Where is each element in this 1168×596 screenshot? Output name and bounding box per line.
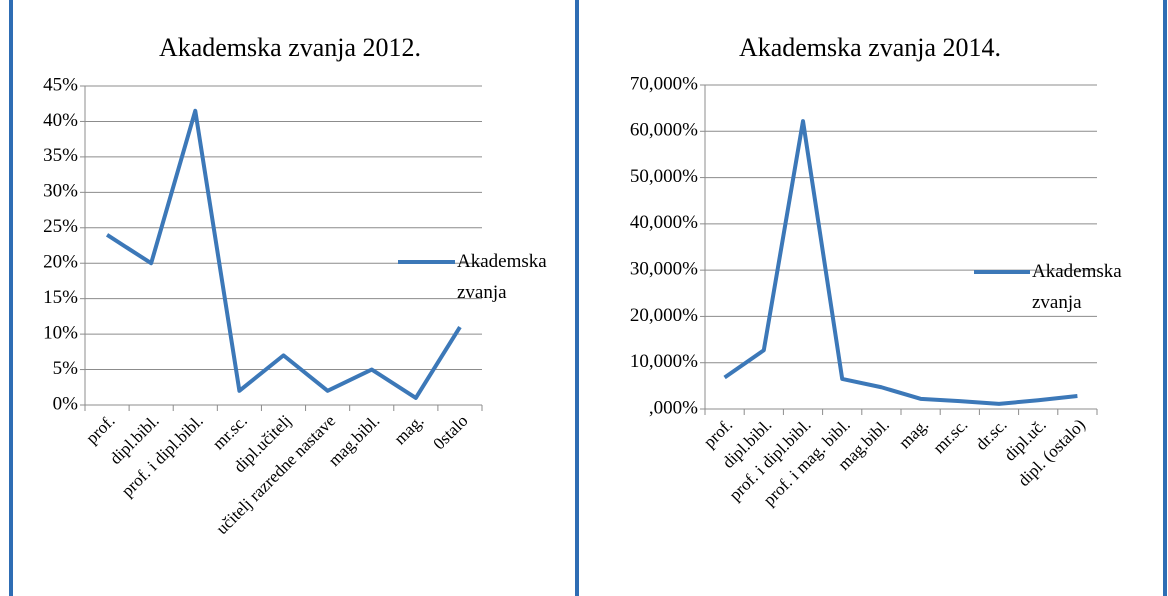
chart-title: Akademska zvanja 2012. <box>159 33 421 62</box>
legend-label: Akademska zvanja <box>457 251 547 303</box>
y-tick-label: 30% <box>43 181 78 202</box>
y-tick-label: 60,000% <box>630 120 698 141</box>
y-tick-label: 45% <box>43 74 78 95</box>
y-tick-label: ,000% <box>649 397 698 418</box>
y-tick-label: 10% <box>43 322 78 343</box>
y-tick-label: 15% <box>43 287 78 308</box>
y-tick-label: 50,000% <box>630 166 698 187</box>
border <box>9 0 13 596</box>
border <box>575 0 579 596</box>
y-tick-label: 30,000% <box>630 259 698 280</box>
y-tick-label: 25% <box>43 216 78 237</box>
data-line <box>105 108 462 400</box>
data-line <box>723 119 1078 406</box>
y-tick-label: 5% <box>53 358 79 379</box>
y-tick-label: 35% <box>43 145 78 166</box>
y-tick-label: 40% <box>43 110 78 131</box>
y-tick-label: 0% <box>53 393 79 414</box>
y-tick-label: 70,000% <box>630 73 698 94</box>
legend-label: Akademska zvanja <box>1032 261 1122 313</box>
y-tick-label: 20% <box>43 252 78 273</box>
border <box>1163 0 1167 596</box>
y-tick-label: 10,000% <box>630 351 698 372</box>
chart-title: Akademska zvanja 2014. <box>739 33 1001 62</box>
y-tick-label: 40,000% <box>630 212 698 233</box>
y-tick-label: 20,000% <box>630 305 698 326</box>
